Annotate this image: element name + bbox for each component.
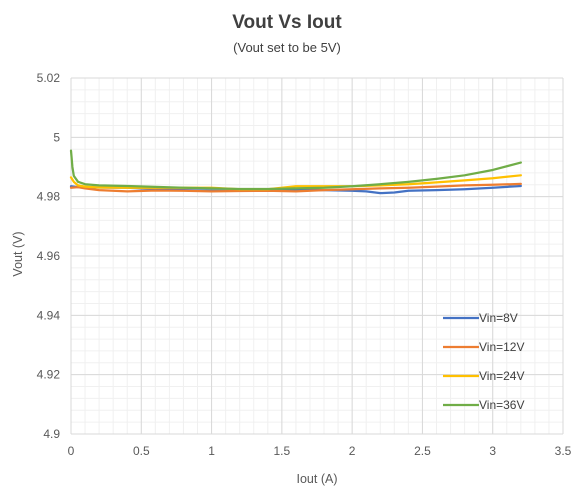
legend-item-vin-24v: Vin=24V: [443, 369, 525, 383]
y-tick-label: 4.98: [37, 190, 61, 204]
chart-title: Vout Vs Iout: [232, 12, 342, 33]
x-axis-label: Iout (A): [297, 472, 338, 486]
major-gridlines: [70, 77, 564, 435]
legend-label: Vin=8V: [479, 311, 518, 325]
legend-label: Vin=24V: [479, 369, 525, 383]
legend-label: Vin=36V: [479, 398, 525, 412]
y-tick-label: 4.9: [43, 427, 60, 441]
x-tick-label: 3.5: [555, 444, 572, 458]
legend-label: Vin=12V: [479, 340, 525, 354]
legend-item-vin-8v: Vin=8V: [443, 311, 518, 325]
y-tick-label: 5.02: [37, 71, 61, 85]
series-line-vin-12v: [69, 182, 522, 193]
y-tick-label: 5: [53, 130, 60, 144]
x-tick-label: 1.5: [274, 444, 291, 458]
y-axis-ticks: 4.9 4.92 4.94 4.96 4.98 5 5.02: [37, 71, 61, 441]
x-tick-label: 0.5: [133, 444, 150, 458]
series-lines: [69, 149, 522, 195]
x-tick-label: 2: [349, 444, 356, 458]
y-axis-label: Vout (V): [11, 231, 25, 276]
x-axis-ticks: 0 0.5 1 1.5 2 2.5 3 3.5: [68, 444, 572, 458]
legend-item-vin-12v: Vin=12V: [443, 340, 525, 354]
legend: Vin=8V Vin=12V Vin=24V Vin=36V: [443, 311, 525, 412]
y-tick-label: 4.92: [37, 368, 61, 382]
series-line-vin-36v: [69, 149, 522, 191]
y-tick-label: 4.96: [37, 249, 61, 263]
x-tick-label: 0: [68, 444, 75, 458]
y-tick-label: 4.94: [37, 308, 61, 322]
x-tick-label: 2.5: [414, 444, 431, 458]
x-tick-label: 1: [208, 444, 215, 458]
chart-subtitle: (Vout set to be 5V): [233, 40, 341, 55]
x-tick-label: 3: [489, 444, 496, 458]
legend-item-vin-36v: Vin=36V: [443, 398, 525, 412]
